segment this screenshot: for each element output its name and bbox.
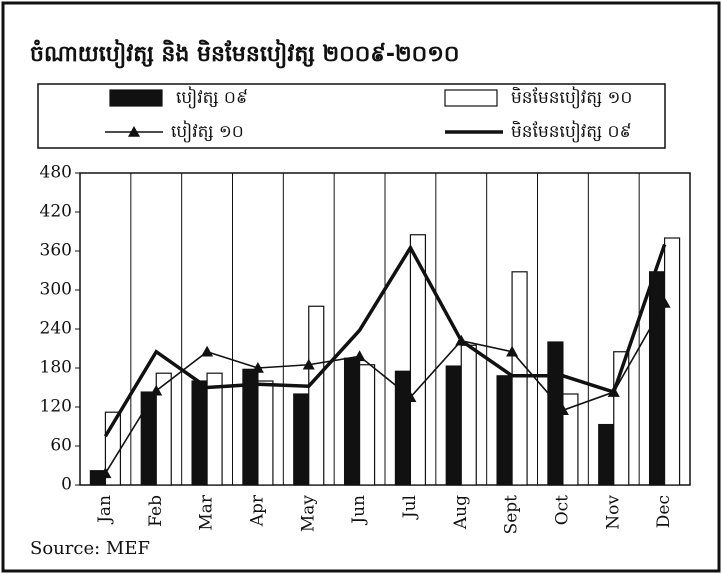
x-tick-label: Jul — [400, 495, 420, 520]
bar — [445, 365, 462, 486]
bar — [293, 393, 310, 486]
bar — [206, 372, 223, 486]
bar — [191, 380, 208, 486]
x-tick-label: Feb — [146, 495, 166, 527]
line — [104, 302, 666, 474]
x-tick-label: Apr — [247, 494, 267, 527]
x-tick-label: Mar — [197, 494, 217, 531]
marker — [150, 384, 163, 396]
legend-label: បៀវត្ស ០៩ — [176, 86, 248, 109]
y-tick-label: 300 — [40, 280, 72, 300]
marker — [201, 345, 214, 357]
source: Source: MEF — [30, 538, 150, 559]
y-tick-label: 480 — [40, 163, 72, 183]
bar — [562, 393, 579, 486]
bar — [598, 423, 615, 486]
x-tick-label: Dec — [654, 495, 674, 528]
y-tick-label: 0 — [61, 475, 72, 495]
marker — [302, 358, 315, 370]
bar — [409, 234, 427, 486]
bar — [140, 391, 157, 486]
bar — [394, 370, 412, 486]
bar — [496, 375, 513, 486]
marker — [404, 391, 417, 403]
x-tick-label: Nov — [603, 495, 623, 530]
bar — [460, 344, 477, 486]
x-tick-label: Jan — [95, 495, 115, 525]
chart-title: ចំណាយបៀវត្ស និង មិនមែនបៀវត្ស ២០០៩-២០១០ — [30, 39, 459, 69]
legend-label: មិនមែនបៀវត្ស ០៩ — [511, 120, 632, 143]
marker — [251, 362, 264, 373]
bar — [663, 237, 681, 486]
y-tick-label: 420 — [40, 202, 72, 222]
bar — [358, 364, 376, 486]
x-tick-label: May — [298, 495, 318, 533]
legend-swatch — [109, 89, 163, 107]
bar — [308, 305, 325, 486]
marker — [353, 350, 366, 362]
marker — [556, 404, 569, 416]
marker — [506, 345, 519, 357]
x-tick-label: Oct — [552, 495, 572, 525]
y-tick-label: 360 — [40, 241, 72, 261]
bar — [155, 372, 172, 486]
y-tick-label: 180 — [40, 358, 72, 378]
legend-swatch — [444, 89, 498, 107]
line — [103, 243, 667, 438]
bar — [257, 380, 274, 486]
bar — [343, 357, 361, 486]
marker — [99, 467, 112, 479]
bar — [511, 271, 528, 486]
y-tick-label: 120 — [40, 397, 72, 417]
y-tick-label: 240 — [40, 319, 72, 339]
y-tick-label: 60 — [50, 436, 72, 456]
marker — [658, 297, 671, 308]
x-tick-label: Jun — [349, 495, 369, 526]
x-tick-label: Sept — [502, 495, 522, 535]
legend-label: បៀវត្ស ១០ — [171, 120, 244, 143]
legend-marker — [128, 126, 140, 137]
x-tick-label: Aug — [451, 495, 471, 530]
legend-label: មិនមែនបៀវត្ស ១០ — [511, 86, 632, 109]
